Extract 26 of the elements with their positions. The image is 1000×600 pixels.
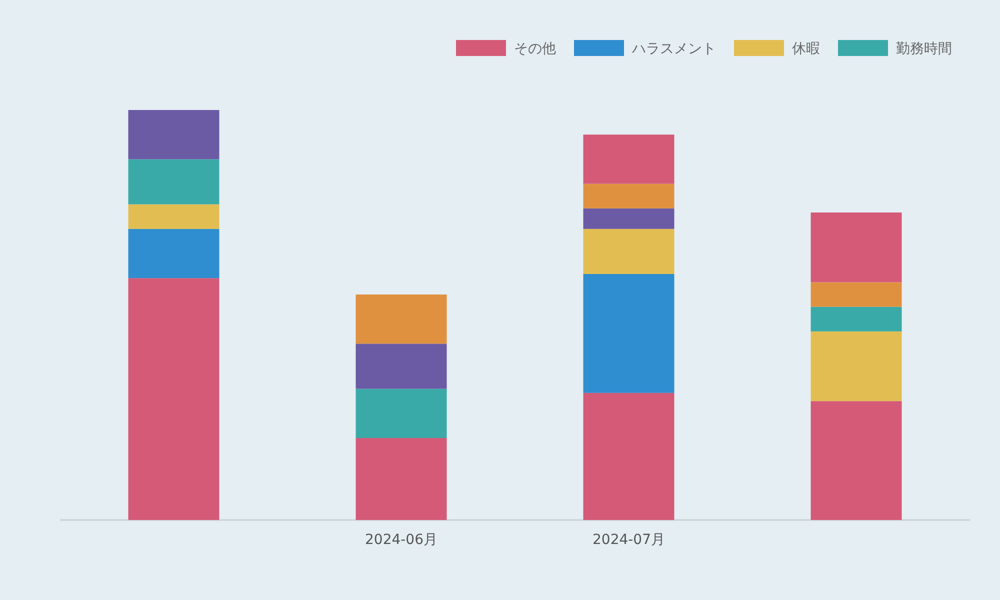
bar bbox=[810, 282, 902, 307]
bar bbox=[810, 401, 902, 520]
bar bbox=[583, 228, 674, 274]
bar bbox=[583, 208, 674, 229]
legend-label: ハラスメント bbox=[631, 41, 716, 57]
bar bbox=[356, 344, 447, 389]
bar bbox=[583, 274, 674, 393]
bar bbox=[583, 134, 674, 184]
bar bbox=[356, 388, 447, 438]
bar bbox=[583, 184, 674, 208]
bar bbox=[583, 392, 674, 520]
x-tick-label: 2024-06月 bbox=[365, 532, 438, 548]
bar bbox=[356, 294, 447, 344]
bar bbox=[810, 331, 902, 402]
bar bbox=[356, 438, 447, 520]
bar bbox=[810, 212, 902, 282]
bar bbox=[128, 159, 220, 204]
bar bbox=[128, 204, 220, 229]
bar bbox=[810, 306, 902, 332]
bar bbox=[128, 278, 220, 520]
legend-label: 勤務時間 bbox=[896, 41, 952, 57]
legend-label: 休暇 bbox=[792, 41, 820, 57]
bar bbox=[128, 228, 220, 278]
x-tick-label: 2024-07月 bbox=[592, 532, 665, 548]
bar bbox=[128, 110, 220, 160]
legend-label: その他 bbox=[514, 41, 556, 57]
